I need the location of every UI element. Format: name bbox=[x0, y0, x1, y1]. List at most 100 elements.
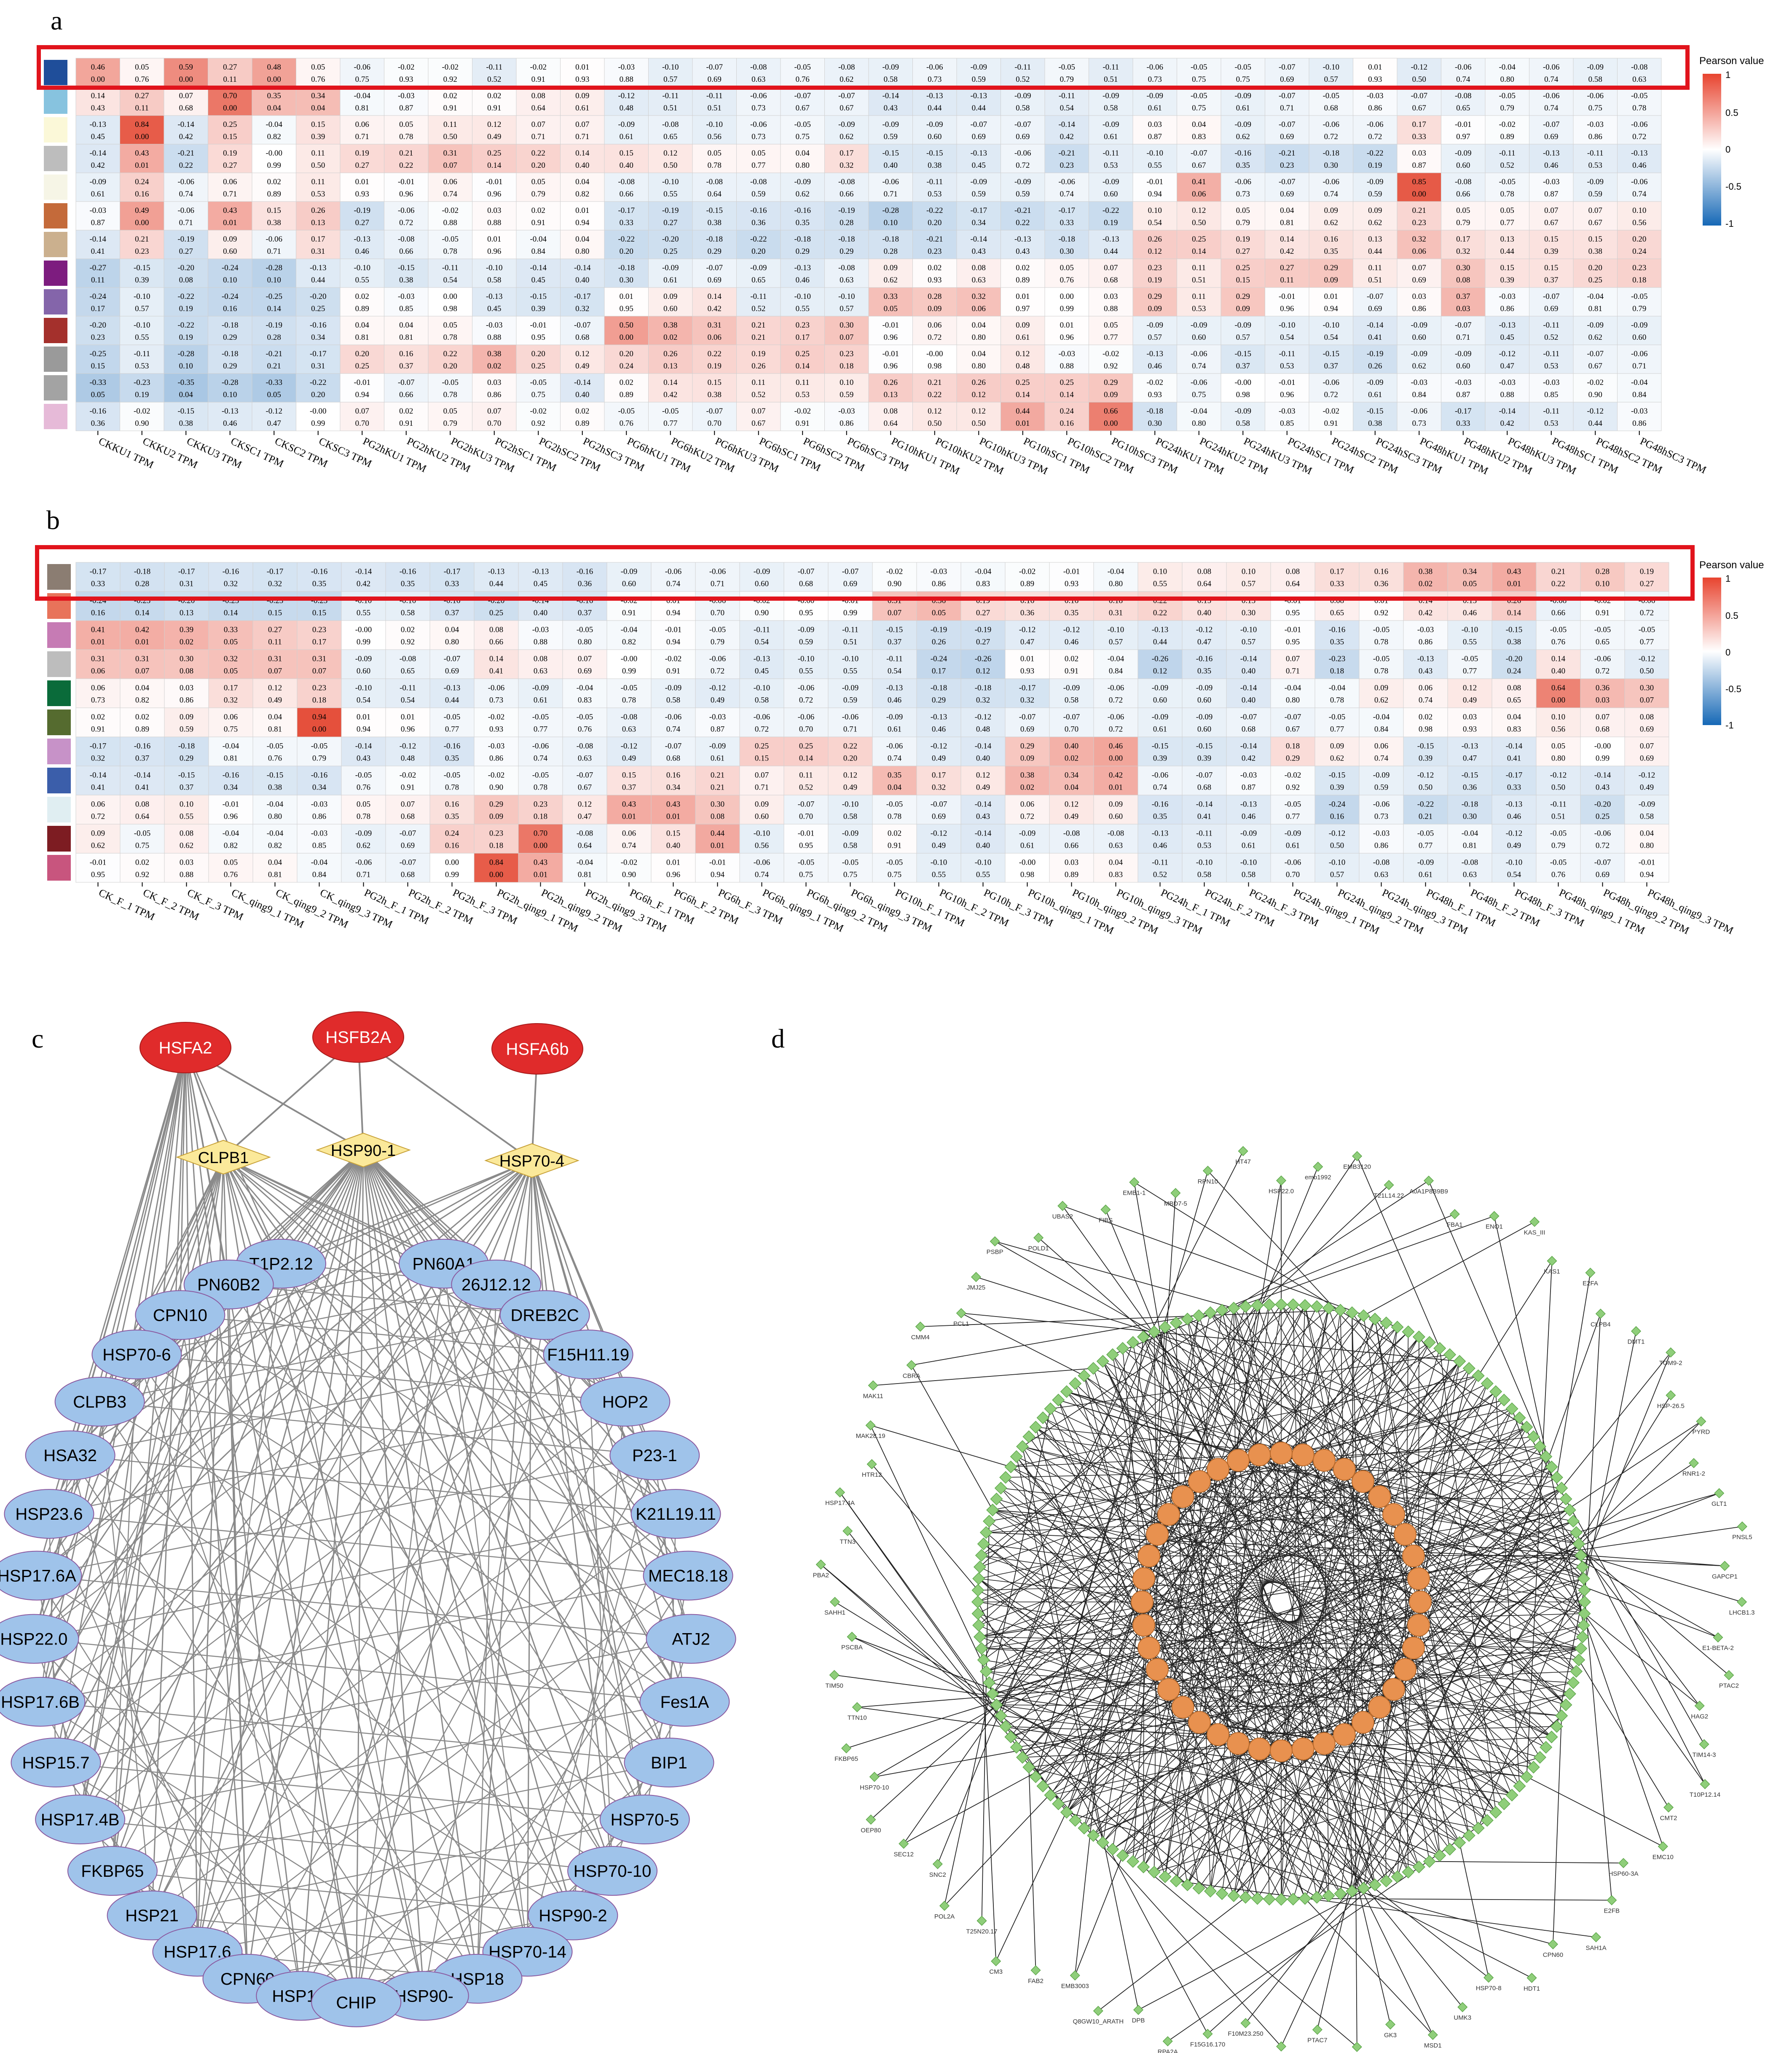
heatmap-cell bbox=[208, 258, 252, 288]
cell-p-value: 0.32 bbox=[224, 696, 238, 705]
heatmap-cell bbox=[1359, 562, 1404, 592]
cell-p-value: 0.19 bbox=[179, 304, 193, 313]
hub-node bbox=[1407, 1567, 1430, 1590]
cell-p-value: 0.05 bbox=[224, 667, 238, 676]
network-node bbox=[1352, 1151, 1363, 1161]
cell-p-value: 0.96 bbox=[399, 190, 413, 199]
cell-p-value: 0.44 bbox=[445, 696, 459, 705]
cell-r-value: 0.12 bbox=[1192, 206, 1206, 215]
heatmap-cell bbox=[474, 795, 519, 825]
node-label: FBA1 bbox=[1447, 1221, 1463, 1228]
heatmap-cell bbox=[1137, 824, 1183, 854]
hub-node bbox=[1312, 1449, 1336, 1472]
cell-p-value: 0.60 bbox=[1412, 333, 1426, 342]
heatmap-cell bbox=[1397, 144, 1441, 173]
network-node bbox=[977, 1537, 990, 1550]
cell-r-value: -0.09 bbox=[1019, 829, 1036, 838]
heatmap-cell bbox=[120, 258, 164, 288]
cell-r-value: 0.14 bbox=[708, 292, 722, 301]
cell-r-value: -0.08 bbox=[1063, 829, 1080, 838]
heatmap-cell bbox=[956, 230, 1001, 259]
cell-p-value: 0.33 bbox=[91, 580, 105, 588]
cell-p-value: 0.71 bbox=[843, 725, 857, 734]
heatmap-cell bbox=[164, 766, 209, 795]
hub-node bbox=[1248, 1443, 1271, 1467]
cell-p-value: 0.52 bbox=[799, 783, 813, 792]
heatmap-cell bbox=[1624, 853, 1669, 883]
cell-p-value: 0.29 bbox=[932, 696, 946, 705]
network-edge bbox=[48, 1513, 248, 1979]
cell-p-value: 0.60 bbox=[1632, 333, 1646, 342]
heatmap-cell bbox=[1309, 344, 1353, 374]
cell-r-value: -0.05 bbox=[794, 63, 811, 72]
cell-r-value: -0.10 bbox=[798, 655, 815, 664]
heatmap-cell bbox=[384, 172, 429, 202]
heatmap-cell bbox=[1309, 201, 1353, 231]
heatmap-cell bbox=[1397, 115, 1441, 145]
cell-p-value: 0.49 bbox=[1463, 696, 1477, 705]
cell-r-value: 0.27 bbox=[135, 91, 149, 100]
network-edge bbox=[423, 1315, 545, 1996]
cell-p-value: 0.35 bbox=[796, 218, 810, 227]
cell-r-value: 0.09 bbox=[575, 91, 589, 100]
network-edge bbox=[196, 1150, 364, 1952]
cell-p-value: 0.56 bbox=[1632, 218, 1646, 227]
heatmap-cell bbox=[428, 287, 472, 317]
cell-p-value: 0.55 bbox=[355, 276, 369, 285]
cell-r-value: -0.09 bbox=[1455, 149, 1472, 158]
cell-r-value: -0.05 bbox=[1550, 626, 1567, 634]
cell-p-value: 0.79 bbox=[1632, 304, 1646, 313]
cell-p-value: 0.43 bbox=[884, 104, 898, 113]
cell-r-value: -0.09 bbox=[1417, 858, 1434, 867]
node-label: JMJ25 bbox=[967, 1284, 985, 1291]
heatmap-cell bbox=[340, 144, 384, 173]
cell-r-value: 0.02 bbox=[1065, 655, 1078, 664]
cell-r-value: -0.09 bbox=[1234, 407, 1251, 416]
cell-r-value: -0.18 bbox=[706, 235, 723, 244]
heatmap-cell bbox=[695, 678, 740, 708]
cell-r-value: -0.09 bbox=[1103, 177, 1119, 186]
cell-r-value: 0.05 bbox=[1060, 263, 1074, 272]
cell-r-value: -0.15 bbox=[1329, 771, 1346, 780]
cell-r-value: 0.05 bbox=[311, 63, 325, 72]
cell-r-value: 0.30 bbox=[180, 655, 193, 664]
cell-r-value: 0.03 bbox=[487, 206, 501, 215]
heatmap-cell bbox=[252, 591, 298, 621]
cell-p-value: 0.72 bbox=[711, 667, 724, 676]
cell-r-value: -0.09 bbox=[882, 120, 899, 129]
row-annotation bbox=[47, 709, 71, 735]
cell-p-value: 0.46 bbox=[223, 419, 237, 428]
cell-p-value: 0.34 bbox=[972, 218, 986, 227]
heatmap-cell bbox=[208, 144, 252, 173]
network-node bbox=[1462, 1362, 1475, 1375]
network-edge bbox=[137, 1354, 625, 1403]
cell-r-value: -0.11 bbox=[442, 263, 459, 272]
cell-p-value: 0.69 bbox=[1368, 304, 1382, 313]
cell-p-value: 0.42 bbox=[357, 580, 370, 588]
cell-p-value: 0.73 bbox=[91, 696, 105, 705]
cell-p-value: 0.13 bbox=[884, 390, 898, 399]
cell-r-value: -0.03 bbox=[486, 321, 503, 330]
legend-b-tick: -1 bbox=[1725, 720, 1734, 731]
cell-p-value: 0.47 bbox=[1020, 638, 1034, 647]
cell-p-value: 0.89 bbox=[1016, 276, 1030, 285]
heatmap-cell bbox=[736, 144, 781, 173]
cell-p-value: 0.60 bbox=[223, 247, 237, 256]
cell-p-value: 0.44 bbox=[1588, 419, 1603, 428]
network-node bbox=[979, 1526, 993, 1539]
cell-p-value: 0.71 bbox=[1280, 104, 1294, 113]
network-edge bbox=[180, 1315, 302, 1996]
network-node bbox=[1204, 1885, 1217, 1898]
network-edge bbox=[99, 1314, 545, 1403]
cell-r-value: 0.07 bbox=[531, 120, 545, 129]
cell-r-value: -0.09 bbox=[1240, 829, 1257, 838]
cell-r-value: -0.23 bbox=[1329, 655, 1346, 664]
cell-r-value: 0.05 bbox=[443, 321, 457, 330]
cell-r-value: -0.09 bbox=[882, 63, 899, 72]
cell-r-value: -0.06 bbox=[886, 742, 903, 751]
node-label: RPN10 bbox=[1198, 1178, 1218, 1185]
heatmap-cell bbox=[75, 562, 121, 592]
cell-p-value: 0.59 bbox=[884, 132, 898, 141]
network-node bbox=[986, 1503, 999, 1517]
cell-r-value: -0.15 bbox=[1367, 407, 1384, 416]
